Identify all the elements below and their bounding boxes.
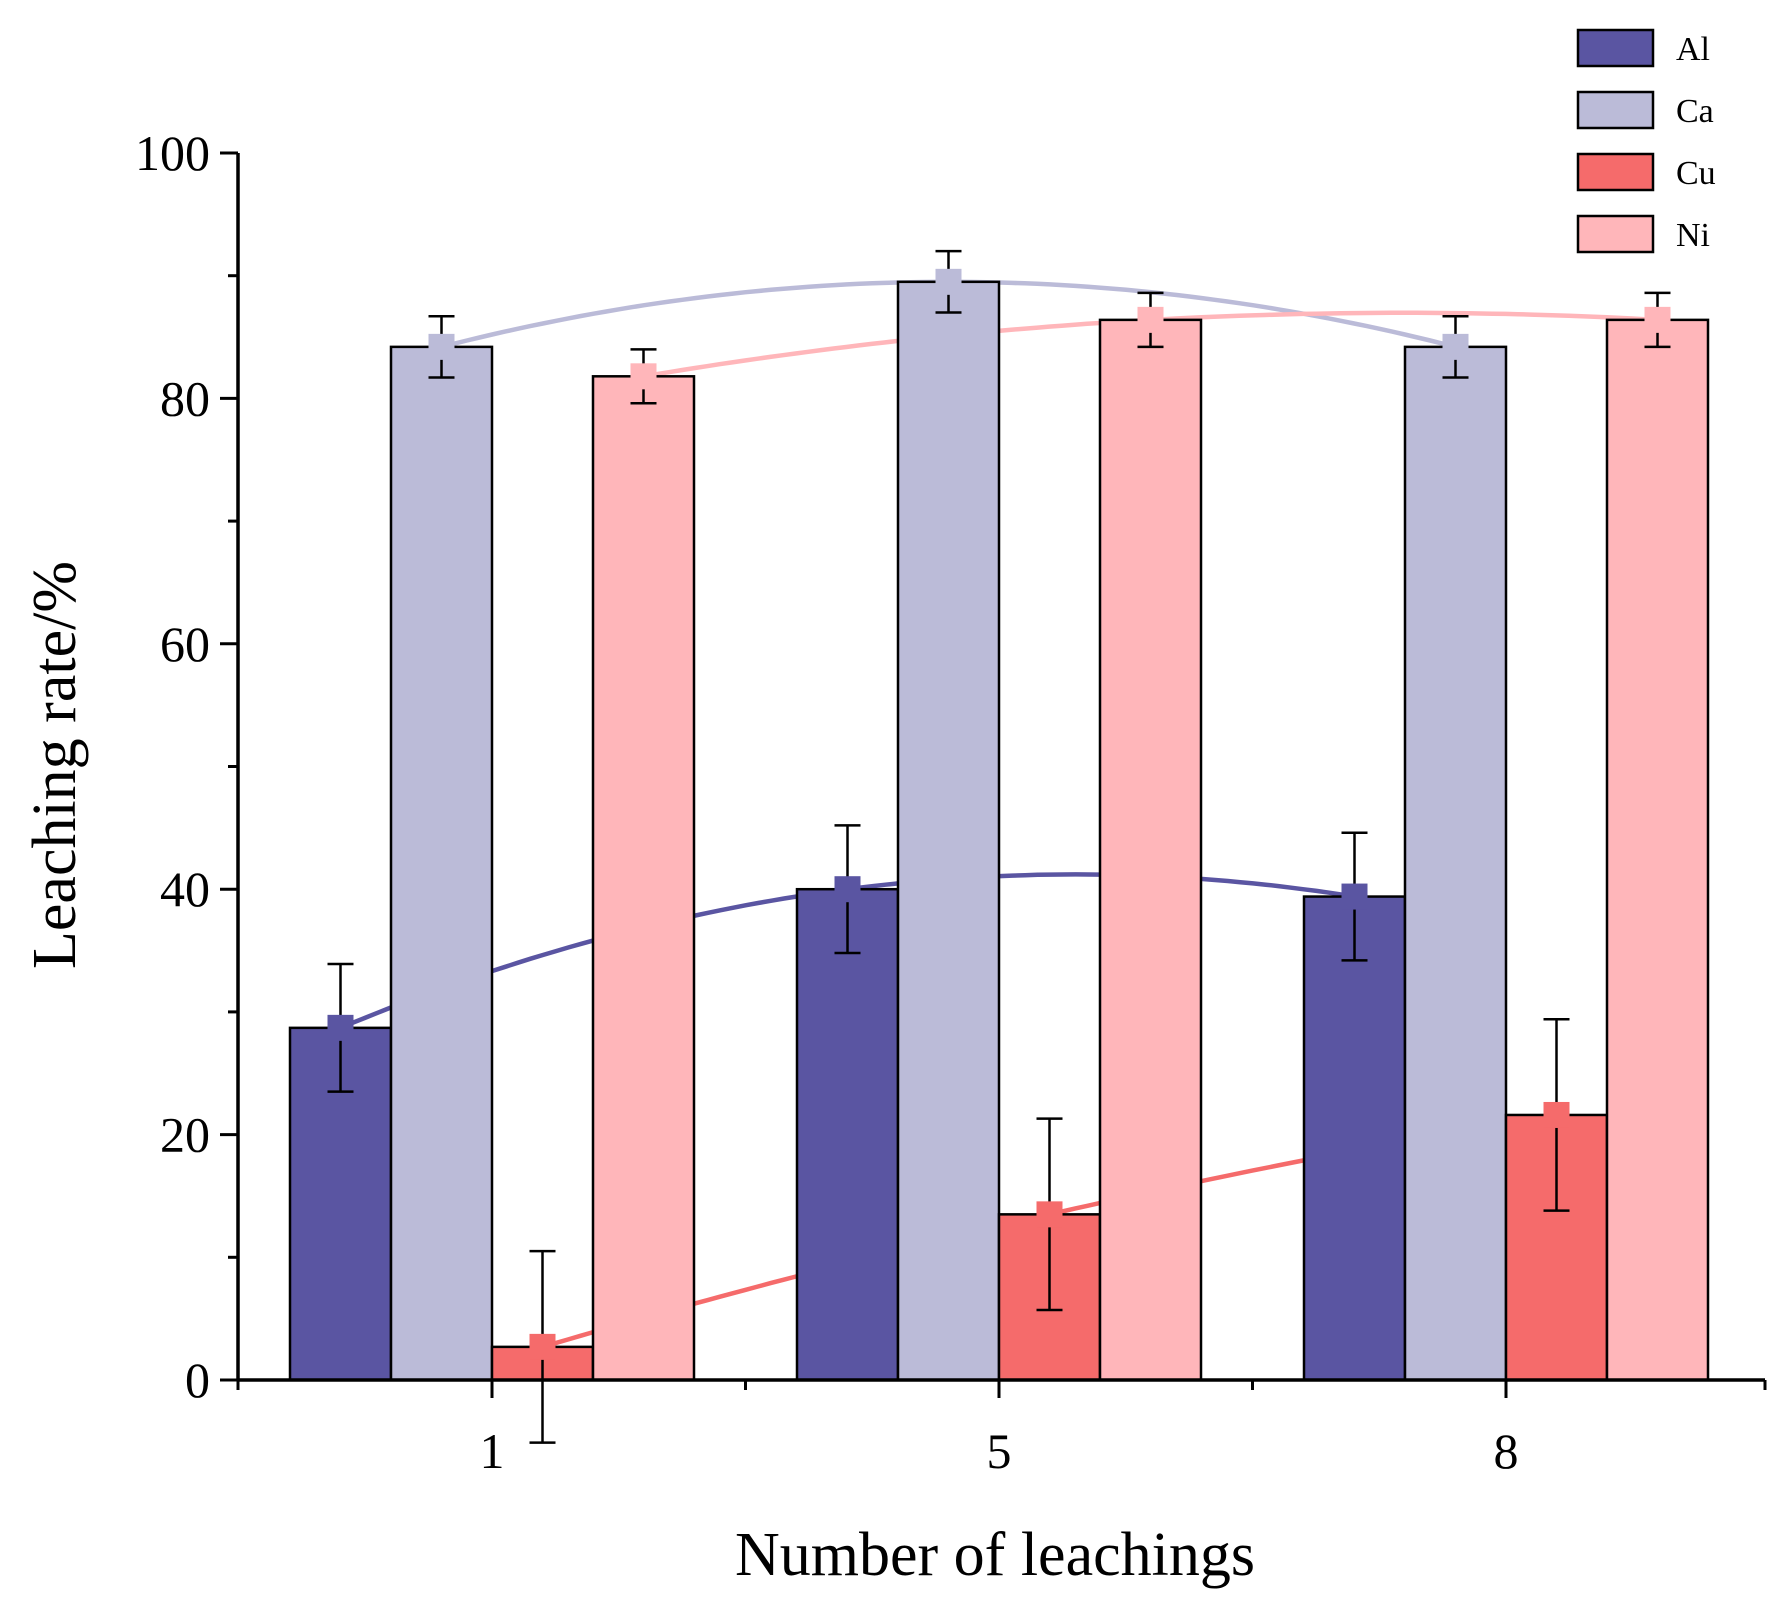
marker-ca-8 (1442, 333, 1469, 360)
legend-label: Ca (1676, 93, 1714, 130)
bar-ni-8 (1605, 318, 1710, 1382)
bar-ni-1 (591, 375, 696, 1382)
legend-item-ni: Ni (1576, 214, 1710, 254)
marker-cu-1 (529, 1333, 556, 1360)
y-axis-title: Leaching rate/% (21, 561, 89, 969)
marker-ca-5 (935, 268, 962, 295)
y-tick-label: 0 (185, 1352, 210, 1408)
legend-item-al: Al (1576, 28, 1710, 68)
legend: Al Ca Cu Ni (1576, 28, 1716, 254)
bar-al-8 (1302, 895, 1407, 1382)
x-axis-title: Number of leachings (735, 1521, 1255, 1589)
bar-ca-5 (896, 280, 1001, 1382)
y-tick-label: 40 (160, 861, 210, 917)
marker-al-8 (1341, 883, 1368, 910)
marker-ca-1 (428, 333, 455, 360)
legend-label: Cu (1676, 155, 1716, 192)
bar-ca-1 (389, 345, 494, 1382)
marker-ni-1 (630, 363, 657, 390)
bar-al-5 (795, 887, 900, 1382)
y-tick-label: 20 (160, 1107, 210, 1163)
legend-swatch (1576, 28, 1655, 68)
bar-ca-8 (1403, 345, 1508, 1382)
x-tick-label: 8 (1494, 1423, 1519, 1479)
y-tick-label: 60 (160, 616, 210, 672)
bar-ni-5 (1098, 318, 1203, 1382)
marker-cu-8 (1543, 1101, 1570, 1128)
marker-al-1 (327, 1014, 354, 1041)
legend-label: Ni (1676, 217, 1710, 254)
x-tick-label: 5 (987, 1423, 1012, 1479)
legend-swatch (1576, 152, 1655, 192)
legend-label: Al (1676, 31, 1710, 68)
marker-ni-5 (1137, 306, 1164, 333)
axes-layer: 0 20 40 60 80 100 1 5 8 (135, 125, 1767, 1479)
bars-layer (288, 280, 1710, 1382)
y-tick-label: 80 (160, 370, 210, 426)
markers-layer (327, 268, 1671, 1360)
legend-swatch (1576, 90, 1655, 130)
marker-al-5 (834, 876, 861, 903)
legend-item-cu: Cu (1576, 152, 1716, 192)
legend-swatch (1576, 214, 1655, 254)
legend-item-ca: Ca (1576, 90, 1714, 130)
marker-cu-5 (1036, 1201, 1063, 1228)
y-tick-label: 100 (135, 125, 210, 181)
x-tick-label: 1 (480, 1423, 505, 1479)
marker-ni-8 (1644, 306, 1671, 333)
